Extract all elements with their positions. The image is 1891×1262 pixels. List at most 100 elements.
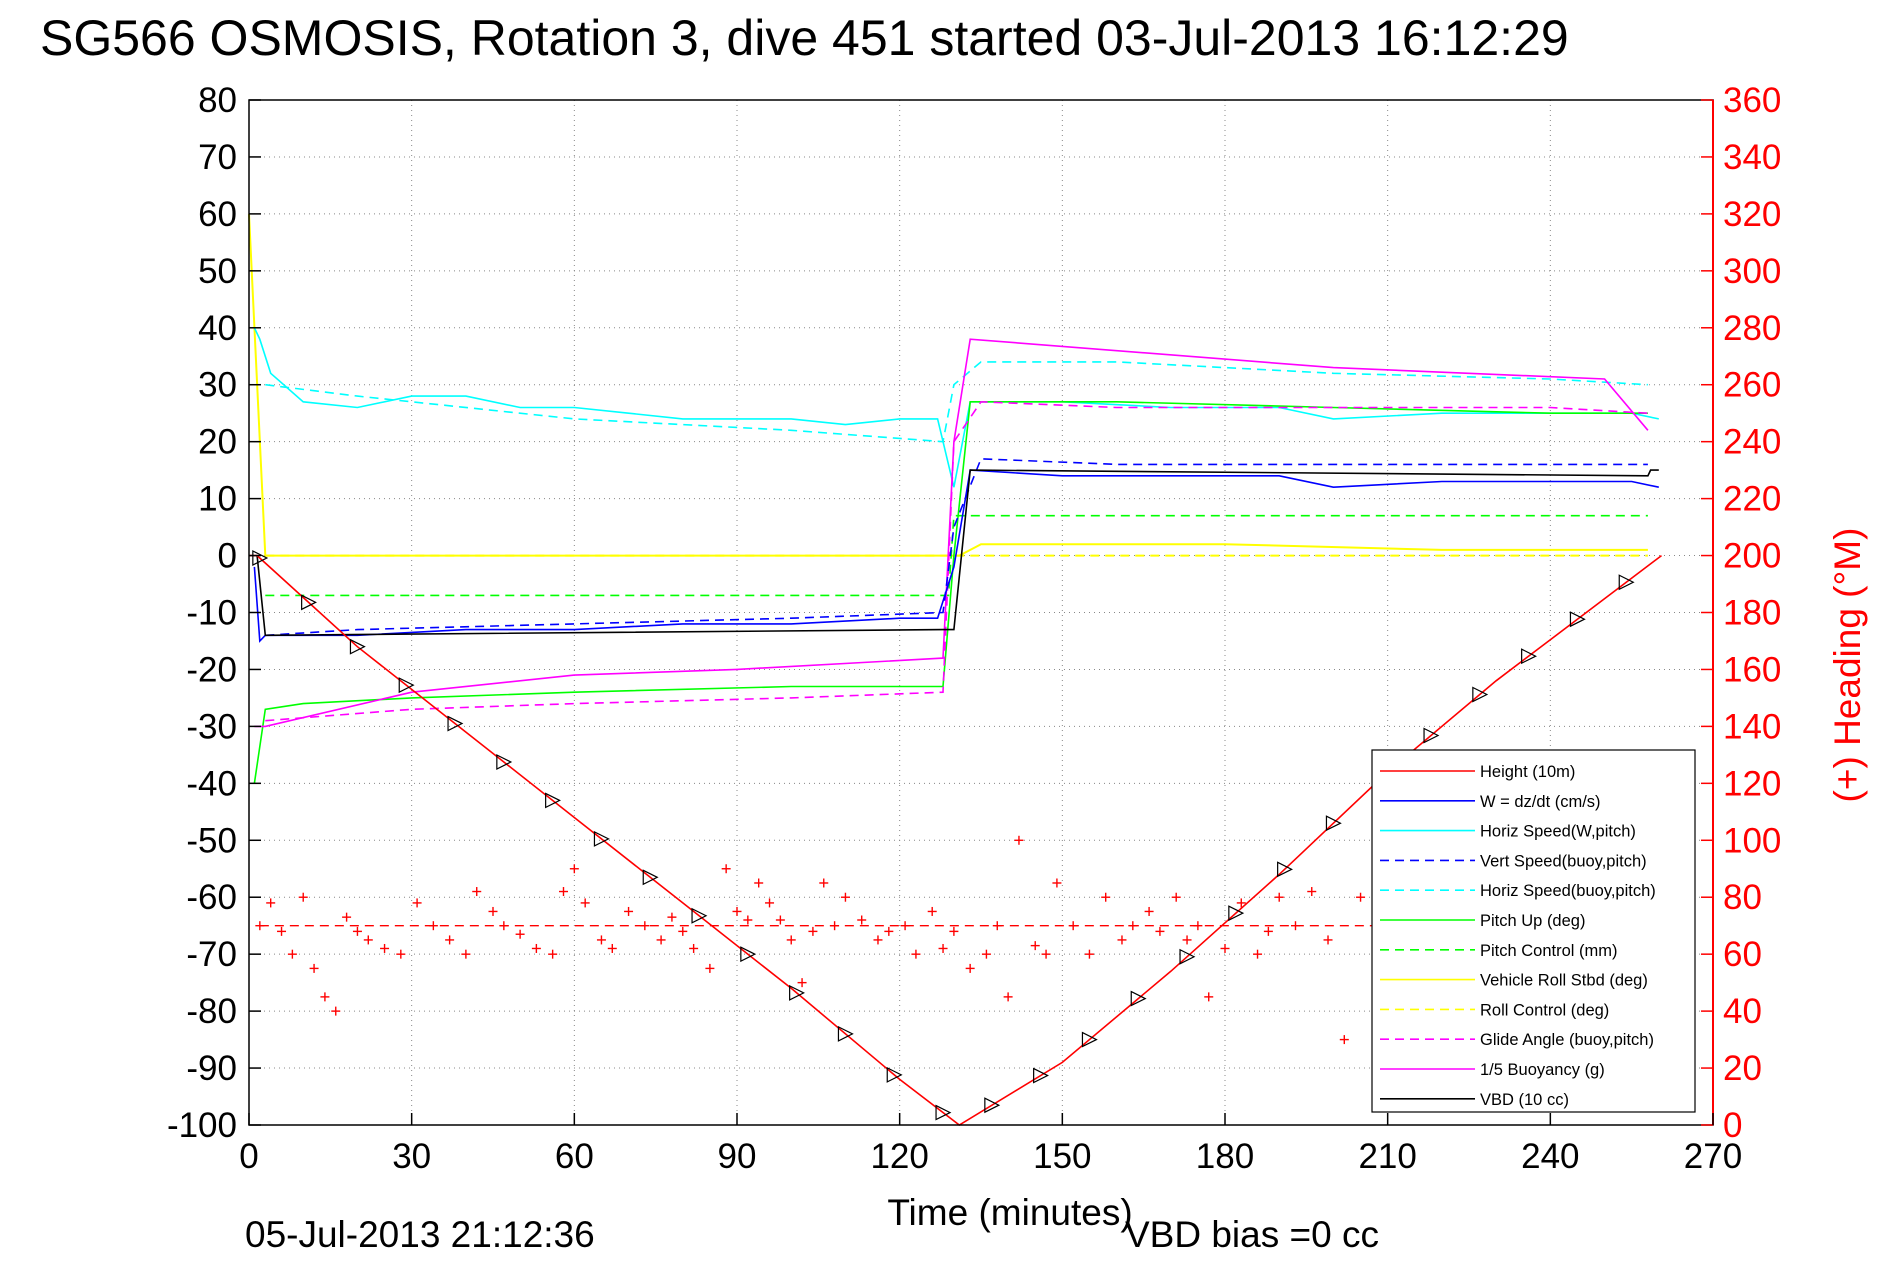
left-tick-label: 80 — [198, 81, 237, 120]
heading-point — [331, 1006, 341, 1016]
left-tick-label: -80 — [186, 992, 237, 1031]
heading-point — [558, 887, 568, 897]
heading-point — [596, 935, 606, 945]
right-tick-label: 220 — [1723, 480, 1781, 519]
heading-point — [472, 887, 482, 897]
height-marker — [1423, 727, 1440, 744]
heading-point — [819, 878, 829, 888]
height-marker — [496, 754, 513, 770]
height-marker — [837, 1025, 854, 1042]
heading-point — [992, 921, 1002, 931]
right-tick-label: 300 — [1723, 252, 1781, 291]
heading-point — [1041, 949, 1051, 959]
heading-point — [569, 864, 579, 874]
heading-point — [857, 915, 867, 925]
heading-point — [1323, 935, 1333, 945]
height-marker — [642, 869, 659, 886]
series-line — [256, 469, 1659, 637]
left-tick-label: 70 — [198, 138, 237, 177]
heading-point — [786, 935, 796, 945]
heading-point — [277, 926, 287, 936]
heading-point — [765, 898, 775, 908]
right-tick-label: 180 — [1723, 594, 1781, 633]
left-tick-label: 40 — [198, 309, 237, 348]
heading-point — [445, 935, 455, 945]
right-tick-label: 260 — [1723, 366, 1781, 405]
legend-label: Pitch Control (mm) — [1480, 942, 1618, 960]
heading-point — [1030, 941, 1040, 951]
heading-point — [1052, 878, 1062, 888]
legend-label: Roll Control (deg) — [1480, 1001, 1609, 1019]
heading-point — [873, 935, 883, 945]
series-line — [265, 400, 1648, 722]
left-tick-label: -10 — [186, 594, 237, 633]
heading-point — [884, 926, 894, 936]
x-tick-label: 240 — [1521, 1137, 1579, 1176]
left-tick-label: 30 — [198, 366, 237, 405]
legend-label: Height (10m) — [1480, 763, 1575, 781]
heading-point — [1003, 992, 1013, 1002]
heading-point — [1263, 926, 1273, 936]
heading-point — [732, 906, 742, 916]
heading-point — [531, 943, 541, 953]
x-tick-label: 180 — [1196, 1137, 1254, 1176]
heading-point — [287, 949, 297, 959]
heading-point — [461, 949, 471, 959]
x-tick-label: 120 — [870, 1137, 928, 1176]
heading-point — [1274, 892, 1284, 902]
heading-point — [1339, 1035, 1349, 1045]
series-line — [253, 327, 1659, 488]
heading-point — [1290, 921, 1300, 931]
left-tick-label: 0 — [218, 537, 237, 576]
height-marker — [1618, 574, 1635, 591]
left-tick-label: -30 — [186, 707, 237, 746]
heading-point — [927, 906, 937, 916]
height-marker — [398, 677, 415, 694]
left-tick-label: -70 — [186, 935, 237, 974]
right-tick-label: 20 — [1723, 1049, 1762, 1088]
heading-point — [499, 921, 509, 931]
heading-point — [298, 892, 308, 902]
heading-point — [515, 929, 525, 939]
x-tick-label: 270 — [1684, 1137, 1742, 1176]
legend-label: Horiz Speed(W,pitch) — [1480, 823, 1636, 841]
heading-point — [1117, 935, 1127, 945]
left-tick-label: -40 — [186, 764, 237, 803]
height-marker — [886, 1066, 903, 1083]
height-marker — [252, 550, 269, 566]
legend-label: VBD (10 cc) — [1480, 1091, 1569, 1109]
heading-point — [689, 943, 699, 953]
x-axis: 0 30 60 90 120 150 180 210 240 270 — [239, 1113, 1742, 1176]
height-marker — [1179, 948, 1196, 965]
heading-point — [1084, 949, 1094, 959]
height-marker — [349, 638, 366, 655]
heading-point — [656, 935, 666, 945]
footer-timestamp: 05-Jul-2013 21:12:36 — [245, 1214, 595, 1255]
heading-point — [488, 906, 498, 916]
height-marker — [1130, 990, 1147, 1007]
legend-label: Vehicle Roll Stbd (deg) — [1480, 972, 1648, 990]
heading-point — [743, 915, 753, 925]
height-marker — [1325, 815, 1342, 832]
height-marker — [789, 984, 805, 1001]
left-tick-label: -50 — [186, 821, 237, 860]
heading-point — [1236, 898, 1246, 908]
heading-point — [412, 898, 422, 908]
heading-point — [900, 921, 910, 931]
heading-point — [705, 963, 715, 973]
right-tick-label: 80 — [1723, 878, 1762, 917]
height-marker — [1569, 611, 1586, 628]
heading-point — [965, 963, 975, 973]
height-marker — [691, 907, 708, 924]
legend-label: Pitch Up (deg) — [1480, 912, 1585, 930]
heading-point — [721, 864, 731, 874]
heading-point — [1204, 992, 1214, 1002]
height-marker — [1277, 861, 1293, 878]
series-line — [254, 338, 1649, 728]
heading-point — [266, 898, 276, 908]
right-tick-label: 320 — [1723, 195, 1781, 234]
left-tick-label: -100 — [167, 1106, 237, 1145]
heading-point — [1068, 921, 1078, 931]
heading-point — [640, 921, 650, 931]
